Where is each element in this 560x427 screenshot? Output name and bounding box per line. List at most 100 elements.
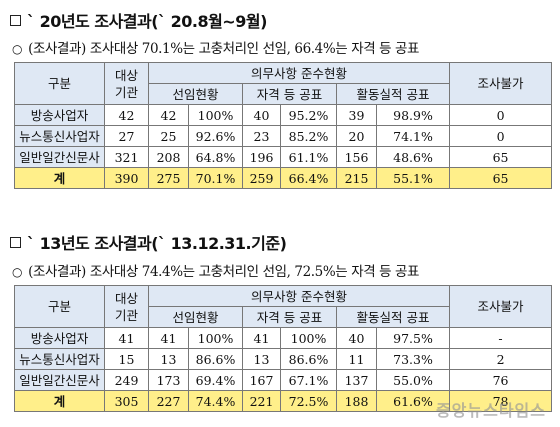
cell-qual-p: 72.5% [280, 390, 337, 412]
header-unavailable: 조사불가 [449, 285, 553, 328]
summary-text: 조사대상 70.1%는 고충처리인 선임, 66.4%는 자격 등 공표 [89, 41, 420, 57]
table-row: 뉴스통신사업자 27 25 92.6% 23 85.2% 20 74.1% 0 [14, 125, 553, 147]
cell-act-n: 40 [336, 327, 377, 349]
cell-act-p: 61.6% [375, 390, 451, 412]
cell-act-p: 48.6% [375, 146, 451, 168]
summary-label: (조사결과) [28, 41, 86, 57]
summary-text: 조사대상 74.4%는 고충처리인 선임, 72.5%는 자격 등 공표 [89, 264, 420, 280]
cell-qual-p: 85.2% [280, 125, 337, 147]
cell-qual-p: 61.1% [280, 146, 337, 168]
row-label: 일반일간신문사 [14, 146, 105, 168]
bullet-icon: ○ [12, 265, 23, 279]
cell-target: 305 [104, 390, 149, 412]
cell-act-p: 74.1% [375, 125, 451, 147]
section1-table: 구분 대상 기관 의무사항 준수현황 조사불가 선임현황 자격 등 공표 활동실적… [14, 62, 553, 189]
cell-qual-p: 67.1% [280, 369, 337, 391]
summary-label: (조사결과) [28, 264, 86, 280]
cell-qual-p: 66.4% [280, 167, 337, 189]
cell-target: 15 [104, 348, 149, 370]
cell-target: 42 [104, 104, 149, 126]
cell-qual-n: 41 [242, 327, 281, 349]
header-target: 대상 기관 [104, 285, 149, 328]
table-row: 방송사업자 42 42 100% 40 95.2% 39 98.9% 0 [14, 104, 553, 126]
header-compliance: 의무사항 준수현황 [147, 62, 451, 84]
cell-act-n: 156 [336, 146, 377, 168]
cell-appoint-p: 69.4% [188, 369, 243, 391]
header-group: 구분 [14, 62, 105, 105]
cell-target: 249 [104, 369, 149, 391]
header-group: 구분 [14, 285, 105, 328]
header-qualification: 자격 등 공표 [242, 83, 337, 105]
table-row: 일반일간신문사 249 173 69.4% 167 67.1% 137 55.0… [14, 369, 553, 391]
cell-act-p: 98.9% [375, 104, 451, 126]
cell-unavail: 76 [449, 369, 553, 391]
cell-qual-p: 95.2% [280, 104, 337, 126]
row-label: 뉴스통신사업자 [14, 348, 105, 370]
cell-act-p: 55.0% [375, 369, 451, 391]
table-row: 방송사업자 41 41 100% 41 100% 40 97.5% - [14, 327, 553, 349]
cell-qual-p: 100% [280, 327, 337, 349]
cell-unavail: 0 [449, 125, 553, 147]
cell-target: 41 [104, 327, 149, 349]
cell-appoint-p: 100% [188, 104, 243, 126]
row-label: 뉴스통신사업자 [14, 125, 105, 147]
cell-unavail: 0 [449, 104, 553, 126]
header-appointment: 선임현황 [148, 83, 243, 105]
cell-qual-p: 86.6% [280, 348, 337, 370]
cell-appoint-n: 173 [148, 369, 189, 391]
cell-appoint-p: 92.6% [188, 125, 243, 147]
header-activity: 활동실적 공표 [335, 83, 451, 105]
cell-qual-n: 23 [242, 125, 281, 147]
total-row: 계 305 227 74.4% 221 72.5% 188 61.6% 78 [14, 390, 553, 412]
cell-target: 390 [104, 167, 149, 189]
cell-qual-n: 221 [242, 390, 281, 412]
cell-appoint-n: 41 [148, 327, 189, 349]
section2-title: ` 13년도 조사결과(` 13.12.31.기준) [27, 234, 287, 253]
cell-qual-n: 13 [242, 348, 281, 370]
cell-appoint-p: 100% [188, 327, 243, 349]
cell-appoint-n: 227 [148, 390, 189, 412]
cell-act-n: 20 [336, 125, 377, 147]
cell-qual-n: 167 [242, 369, 281, 391]
header-compliance: 의무사항 준수현황 [147, 285, 451, 307]
row-label: 방송사업자 [14, 104, 105, 126]
row-label: 일반일간신문사 [14, 369, 105, 391]
cell-appoint-p: 64.8% [188, 146, 243, 168]
cell-act-n: 11 [336, 348, 377, 370]
cell-qual-n: 40 [242, 104, 281, 126]
cell-unavail: 65 [449, 167, 553, 189]
cell-appoint-n: 25 [148, 125, 189, 147]
table-row: 일반일간신문사 321 208 64.8% 196 61.1% 156 48.6… [14, 146, 553, 168]
section1-heading: ` 20년도 조사결과(` 20.8월~9월) [10, 8, 267, 32]
header-qualification: 자격 등 공표 [242, 306, 337, 328]
row-label: 계 [14, 167, 105, 189]
cell-appoint-p: 74.4% [188, 390, 243, 412]
cell-act-p: 55.1% [375, 167, 451, 189]
cell-qual-n: 196 [242, 146, 281, 168]
cell-unavail: 65 [449, 146, 553, 168]
checkbox-icon [10, 14, 21, 26]
cell-appoint-p: 86.6% [188, 348, 243, 370]
cell-act-n: 39 [336, 104, 377, 126]
total-row: 계 390 275 70.1% 259 66.4% 215 55.1% 65 [14, 167, 553, 189]
cell-target: 321 [104, 146, 149, 168]
watermark-logo: 중앙뉴스타임스 [435, 401, 546, 420]
section1-summary: ○ (조사결과) 조사대상 70.1%는 고충처리인 선임, 66.4%는 자격 … [12, 37, 419, 57]
row-label: 계 [14, 390, 105, 412]
cell-qual-n: 259 [242, 167, 281, 189]
header-appointment: 선임현황 [148, 306, 243, 328]
section1-title: ` 20년도 조사결과(` 20.8월~9월) [27, 12, 267, 31]
header-target: 대상 기관 [104, 62, 149, 105]
checkbox-icon [10, 236, 21, 248]
section2-table: 구분 대상 기관 의무사항 준수현황 조사불가 선임현황 자격 등 공표 활동실적… [14, 285, 553, 412]
table-row: 뉴스통신사업자 15 13 86.6% 13 86.6% 11 73.3% 2 [14, 348, 553, 370]
cell-appoint-n: 42 [148, 104, 189, 126]
cell-act-n: 215 [336, 167, 377, 189]
cell-act-n: 137 [336, 369, 377, 391]
cell-act-n: 188 [336, 390, 377, 412]
cell-appoint-n: 275 [148, 167, 189, 189]
section2-summary: ○ (조사결과) 조사대상 74.4%는 고충처리인 선임, 72.5%는 자격 … [12, 260, 419, 280]
header-activity: 활동실적 공표 [335, 306, 451, 328]
cell-target: 27 [104, 125, 149, 147]
cell-act-p: 97.5% [375, 327, 451, 349]
